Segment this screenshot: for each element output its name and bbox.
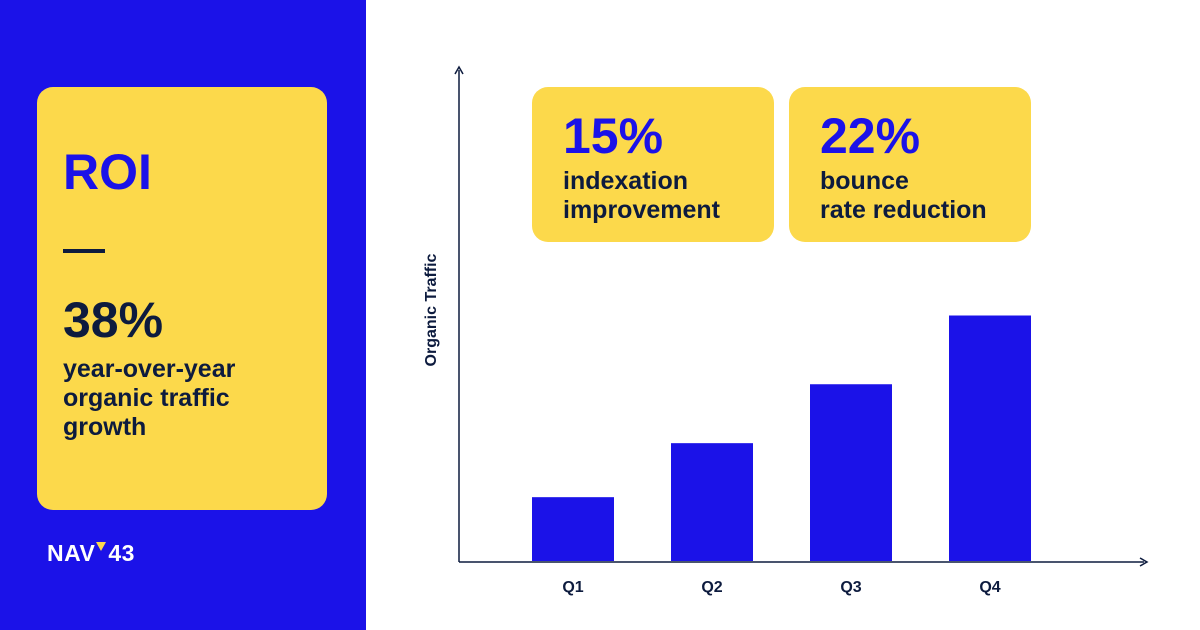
stat-value: 22%	[820, 108, 921, 164]
stat-card-indexation: 15% indexation improvement	[532, 87, 774, 242]
x-tick-label-q1: Q1	[562, 579, 583, 596]
roi-card: ROI 38% year-over-year organic traffic g…	[37, 87, 327, 510]
x-tick-label-q4: Q4	[979, 579, 1000, 596]
roi-title: ROI	[63, 144, 152, 200]
logo-text-right: 43	[108, 540, 135, 566]
bar-q3	[810, 384, 892, 561]
nav43-logo: NAV 43	[47, 540, 135, 567]
x-axis-arrow	[1139, 557, 1149, 567]
x-tick-label-q3: Q3	[840, 579, 861, 596]
bars-group	[532, 315, 1031, 561]
bar-q4	[949, 315, 1031, 561]
y-axis-label: Organic Traffic	[423, 253, 440, 367]
stat-label: indexation improvement	[563, 167, 720, 224]
left-panel: ROI 38% year-over-year organic traffic g…	[0, 0, 366, 630]
stat-value: 15%	[563, 108, 664, 164]
logo-triangle-icon	[96, 542, 107, 551]
stat-card-bounce-rate: 22% bounce rate reduction	[789, 87, 1031, 242]
roi-value: 38%	[63, 292, 164, 348]
roi-divider	[63, 249, 105, 253]
roi-description: year-over-year organic traffic growth	[63, 355, 236, 441]
bar-q1	[532, 497, 614, 561]
x-tick-labels: Q1 Q2 Q3 Q4	[562, 579, 1000, 596]
bar-q2	[671, 443, 753, 561]
y-axis-arrow	[454, 65, 464, 75]
x-tick-label-q2: Q2	[701, 579, 722, 596]
logo-text-left: NAV	[47, 540, 96, 566]
stat-label: bounce rate reduction	[820, 167, 987, 224]
